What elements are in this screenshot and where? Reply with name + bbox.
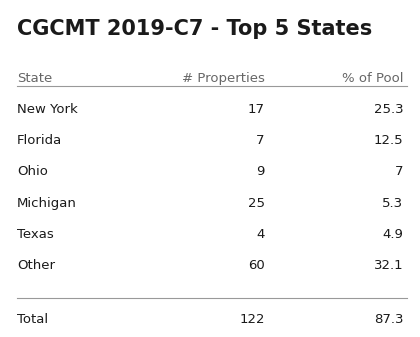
Text: 7: 7 [395, 165, 403, 179]
Text: New York: New York [17, 103, 78, 116]
Text: 12.5: 12.5 [373, 134, 403, 147]
Text: 32.1: 32.1 [373, 259, 403, 273]
Text: # Properties: # Properties [182, 72, 265, 86]
Text: Texas: Texas [17, 228, 54, 241]
Text: % of Pool: % of Pool [342, 72, 403, 86]
Text: 25.3: 25.3 [373, 103, 403, 116]
Text: Total: Total [17, 313, 48, 326]
Text: 9: 9 [256, 165, 265, 179]
Text: Michigan: Michigan [17, 197, 77, 210]
Text: Other: Other [17, 259, 55, 273]
Text: 25: 25 [248, 197, 265, 210]
Text: CGCMT 2019-C7 - Top 5 States: CGCMT 2019-C7 - Top 5 States [17, 19, 372, 38]
Text: 4.9: 4.9 [382, 228, 403, 241]
Text: Florida: Florida [17, 134, 62, 147]
Text: 122: 122 [239, 313, 265, 326]
Text: 4: 4 [256, 228, 265, 241]
Text: 60: 60 [248, 259, 265, 273]
Text: 17: 17 [248, 103, 265, 116]
Text: 5.3: 5.3 [382, 197, 403, 210]
Text: 87.3: 87.3 [374, 313, 403, 326]
Text: Ohio: Ohio [17, 165, 48, 179]
Text: 7: 7 [256, 134, 265, 147]
Text: State: State [17, 72, 52, 86]
